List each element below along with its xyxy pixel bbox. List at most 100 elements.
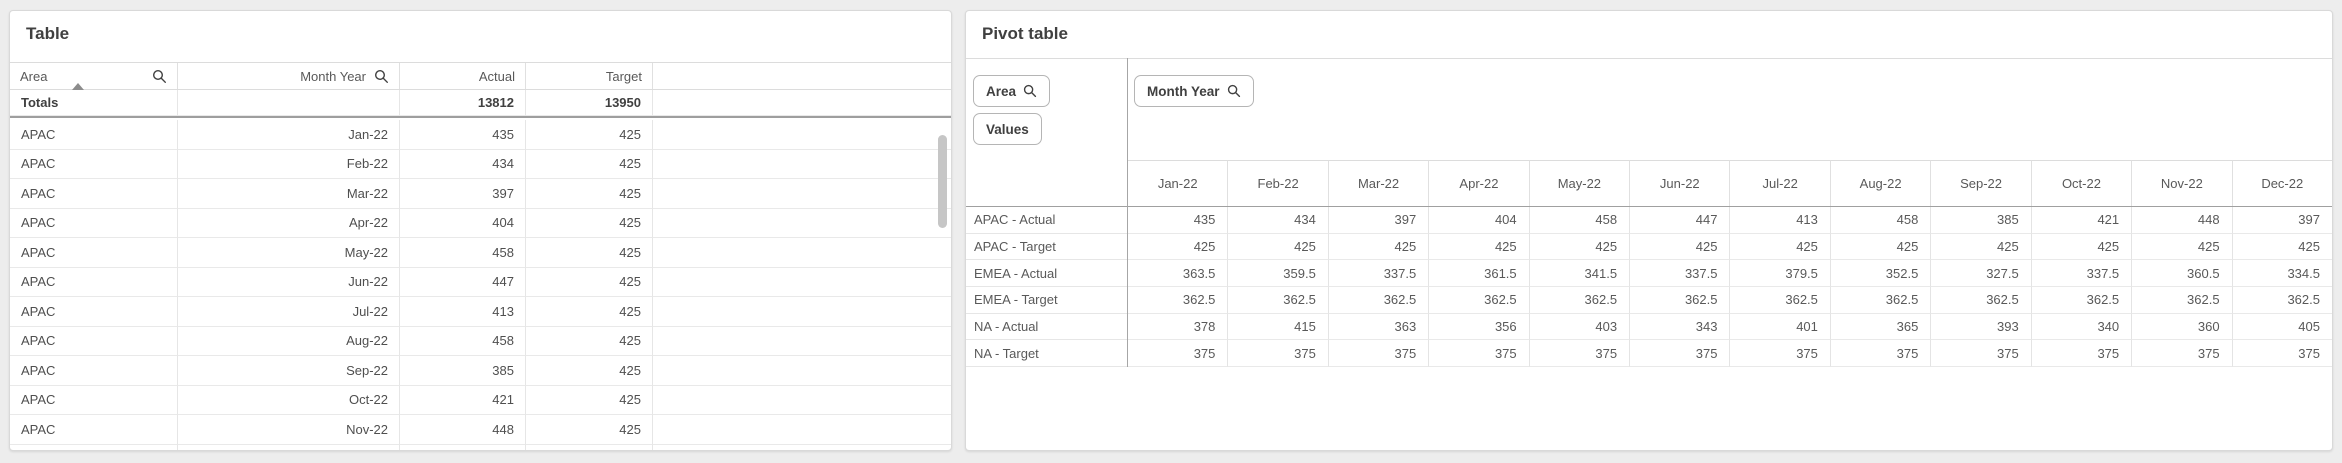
pivot-column-header[interactable]: Jul-22 bbox=[1729, 160, 1830, 206]
pivot-value-cell: 425 bbox=[2131, 233, 2232, 261]
cell-month-year[interactable]: May-22 bbox=[178, 238, 400, 268]
pivot-column-header[interactable]: Feb-22 bbox=[1227, 160, 1328, 206]
cell-month-year[interactable]: Mar-22 bbox=[178, 179, 400, 209]
cell-actual: 447 bbox=[400, 267, 526, 297]
pivot-column-header[interactable]: May-22 bbox=[1528, 160, 1630, 206]
pivot-value-cell: 337.5 bbox=[2030, 260, 2132, 288]
pivot-row-label[interactable]: EMEA - Actual bbox=[966, 260, 1127, 288]
pivot-value-cell: 327.5 bbox=[1930, 260, 2031, 288]
pivot-column-header[interactable]: Sep-22 bbox=[1930, 160, 2031, 206]
column-header-target[interactable]: Target bbox=[526, 63, 653, 89]
area-dimension-button[interactable]: Area bbox=[973, 75, 1051, 107]
pivot-value-cell: 362.5 bbox=[1729, 287, 1830, 314]
pivot-column-header[interactable]: Apr-22 bbox=[1428, 160, 1529, 206]
totals-month bbox=[178, 90, 400, 116]
pivot-column-header[interactable]: Oct-22 bbox=[2030, 160, 2132, 206]
pivot-value-cell: 356 bbox=[1428, 313, 1529, 341]
search-icon[interactable] bbox=[1023, 84, 1037, 98]
cell-month-year[interactable]: Jan-22 bbox=[178, 120, 400, 150]
pivot-column-header[interactable]: Nov-22 bbox=[2131, 160, 2232, 206]
month-year-dimension-button[interactable]: Month Year bbox=[1134, 75, 1254, 107]
totals-row: Totals 13812 13950 bbox=[10, 90, 951, 118]
pivot-value-cell: 425 bbox=[1127, 233, 1228, 261]
table-row: APAC Jan-22 435 425 bbox=[10, 120, 951, 150]
pivot-value-cell: 375 bbox=[1729, 340, 1830, 368]
cell-target: 425 bbox=[526, 385, 653, 415]
pivot-value-cell: 425 bbox=[1829, 233, 1931, 261]
pivot-value-cell: 362.5 bbox=[2030, 287, 2132, 314]
pivot-value-cell: 397 bbox=[2231, 207, 2332, 234]
pivot-column-header[interactable]: Mar-22 bbox=[1327, 160, 1429, 206]
search-icon[interactable] bbox=[1227, 84, 1241, 98]
cell-area[interactable]: APAC bbox=[10, 385, 178, 415]
vertical-scrollbar-thumb[interactable] bbox=[938, 135, 947, 228]
table-row: APAC Sep-22 385 425 bbox=[10, 356, 951, 386]
cell-area[interactable]: APAC bbox=[10, 415, 178, 445]
cell-month-year[interactable]: Aug-22 bbox=[178, 326, 400, 356]
pivot-value-cell: 362.5 bbox=[1629, 287, 1730, 314]
totals-target: 13950 bbox=[526, 90, 653, 116]
pivot-value-cell: 375 bbox=[1428, 340, 1529, 368]
pivot-value-cell: 425 bbox=[1227, 233, 1328, 261]
pivot-column-header[interactable]: Aug-22 bbox=[1829, 160, 1931, 206]
cell-month-year[interactable]: Jun-22 bbox=[178, 267, 400, 297]
values-button[interactable]: Values bbox=[973, 113, 1042, 145]
column-header-area[interactable]: Area bbox=[10, 63, 178, 90]
pivot-value-cell: 375 bbox=[1528, 340, 1630, 368]
cell-filler bbox=[653, 179, 951, 209]
pivot-value-cell: 458 bbox=[1829, 207, 1931, 234]
cell-area[interactable]: APAC bbox=[10, 179, 178, 209]
pivot-column-header[interactable]: Dec-22 bbox=[2231, 160, 2332, 206]
cell-area[interactable]: APAC bbox=[10, 120, 178, 150]
cell-month-year[interactable]: Apr-22 bbox=[178, 208, 400, 238]
table-row: APAC Oct-22 421 425 bbox=[10, 385, 951, 415]
column-header-label: Actual bbox=[478, 68, 515, 84]
search-icon[interactable] bbox=[152, 69, 167, 84]
pivot-value-cell: 425 bbox=[1629, 233, 1730, 261]
pivot-value-cell: 363.5 bbox=[1127, 260, 1228, 288]
pivot-row-label[interactable]: NA - Actual bbox=[966, 314, 1127, 341]
pivot-header-row: Jan-22 Feb-22 Mar-22 Apr-22 May-22 Jun-22 Jul-… bbox=[966, 160, 2332, 207]
cell-month-year[interactable]: Jul-22 bbox=[178, 297, 400, 327]
cell-area[interactable]: APAC bbox=[10, 356, 178, 386]
cell-area[interactable]: APAC bbox=[10, 149, 178, 179]
pivot-value-cell: 425 bbox=[1528, 233, 1630, 261]
cell-month-year[interactable]: Oct-22 bbox=[178, 385, 400, 415]
pivot-value-cell: 375 bbox=[1327, 340, 1429, 368]
cell-filler bbox=[653, 238, 951, 268]
cell-month-year[interactable]: Feb-22 bbox=[178, 149, 400, 179]
column-header-actual[interactable]: Actual bbox=[400, 63, 526, 89]
cell-area[interactable]: APAC bbox=[10, 267, 178, 297]
cell-area[interactable]: APAC bbox=[10, 208, 178, 238]
column-header-month-year[interactable]: Month Year bbox=[178, 63, 400, 89]
pivot-value-cell: 393 bbox=[1930, 313, 2031, 341]
cell-area[interactable]: APAC bbox=[10, 326, 178, 356]
pivot-value-cell: 448 bbox=[2131, 207, 2232, 234]
title-divider bbox=[966, 58, 2332, 59]
cell-month-year[interactable]: Nov-22 bbox=[178, 415, 400, 445]
pivot-row-label[interactable]: APAC - Actual bbox=[966, 207, 1127, 234]
cell-area[interactable]: APAC bbox=[10, 297, 178, 327]
pivot-row-label[interactable]: APAC - Target bbox=[966, 234, 1127, 261]
pivot-row-label[interactable]: NA - Target bbox=[966, 340, 1127, 368]
pivot-row: EMEA - Actual 363.5 359.5 337.5 361.5 341.5 33… bbox=[966, 260, 2332, 288]
cell-actual: 397 bbox=[400, 179, 526, 209]
pivot-row: NA - Target 375 375 375 375 375 375 375 375 375 37… bbox=[966, 340, 2332, 368]
cell-month-year[interactable]: Sep-22 bbox=[178, 356, 400, 386]
pivot-column-header[interactable]: Jan-22 bbox=[1127, 160, 1228, 206]
pivot-value-cell: 341.5 bbox=[1528, 260, 1630, 288]
pivot-value-cell: 340 bbox=[2030, 313, 2132, 341]
pivot-column-header[interactable]: Jun-22 bbox=[1629, 160, 1730, 206]
pivot-value-cell: 405 bbox=[2231, 313, 2332, 341]
cell-area[interactable]: APAC bbox=[10, 238, 178, 268]
pivot-value-cell: 425 bbox=[2231, 233, 2332, 261]
cell-actual: 458 bbox=[400, 238, 526, 268]
cell-actual: 435 bbox=[400, 120, 526, 150]
pivot-value-cell: 425 bbox=[1930, 233, 2031, 261]
pivot-value-cell: 337.5 bbox=[1629, 260, 1730, 288]
table-row: APAC Apr-22 404 425 bbox=[10, 208, 951, 238]
pivot-value-cell: 352.5 bbox=[1829, 260, 1931, 288]
pivot-row-label[interactable]: EMEA - Target bbox=[966, 287, 1127, 314]
search-icon[interactable] bbox=[374, 69, 389, 84]
totals-actual: 13812 bbox=[400, 90, 526, 116]
